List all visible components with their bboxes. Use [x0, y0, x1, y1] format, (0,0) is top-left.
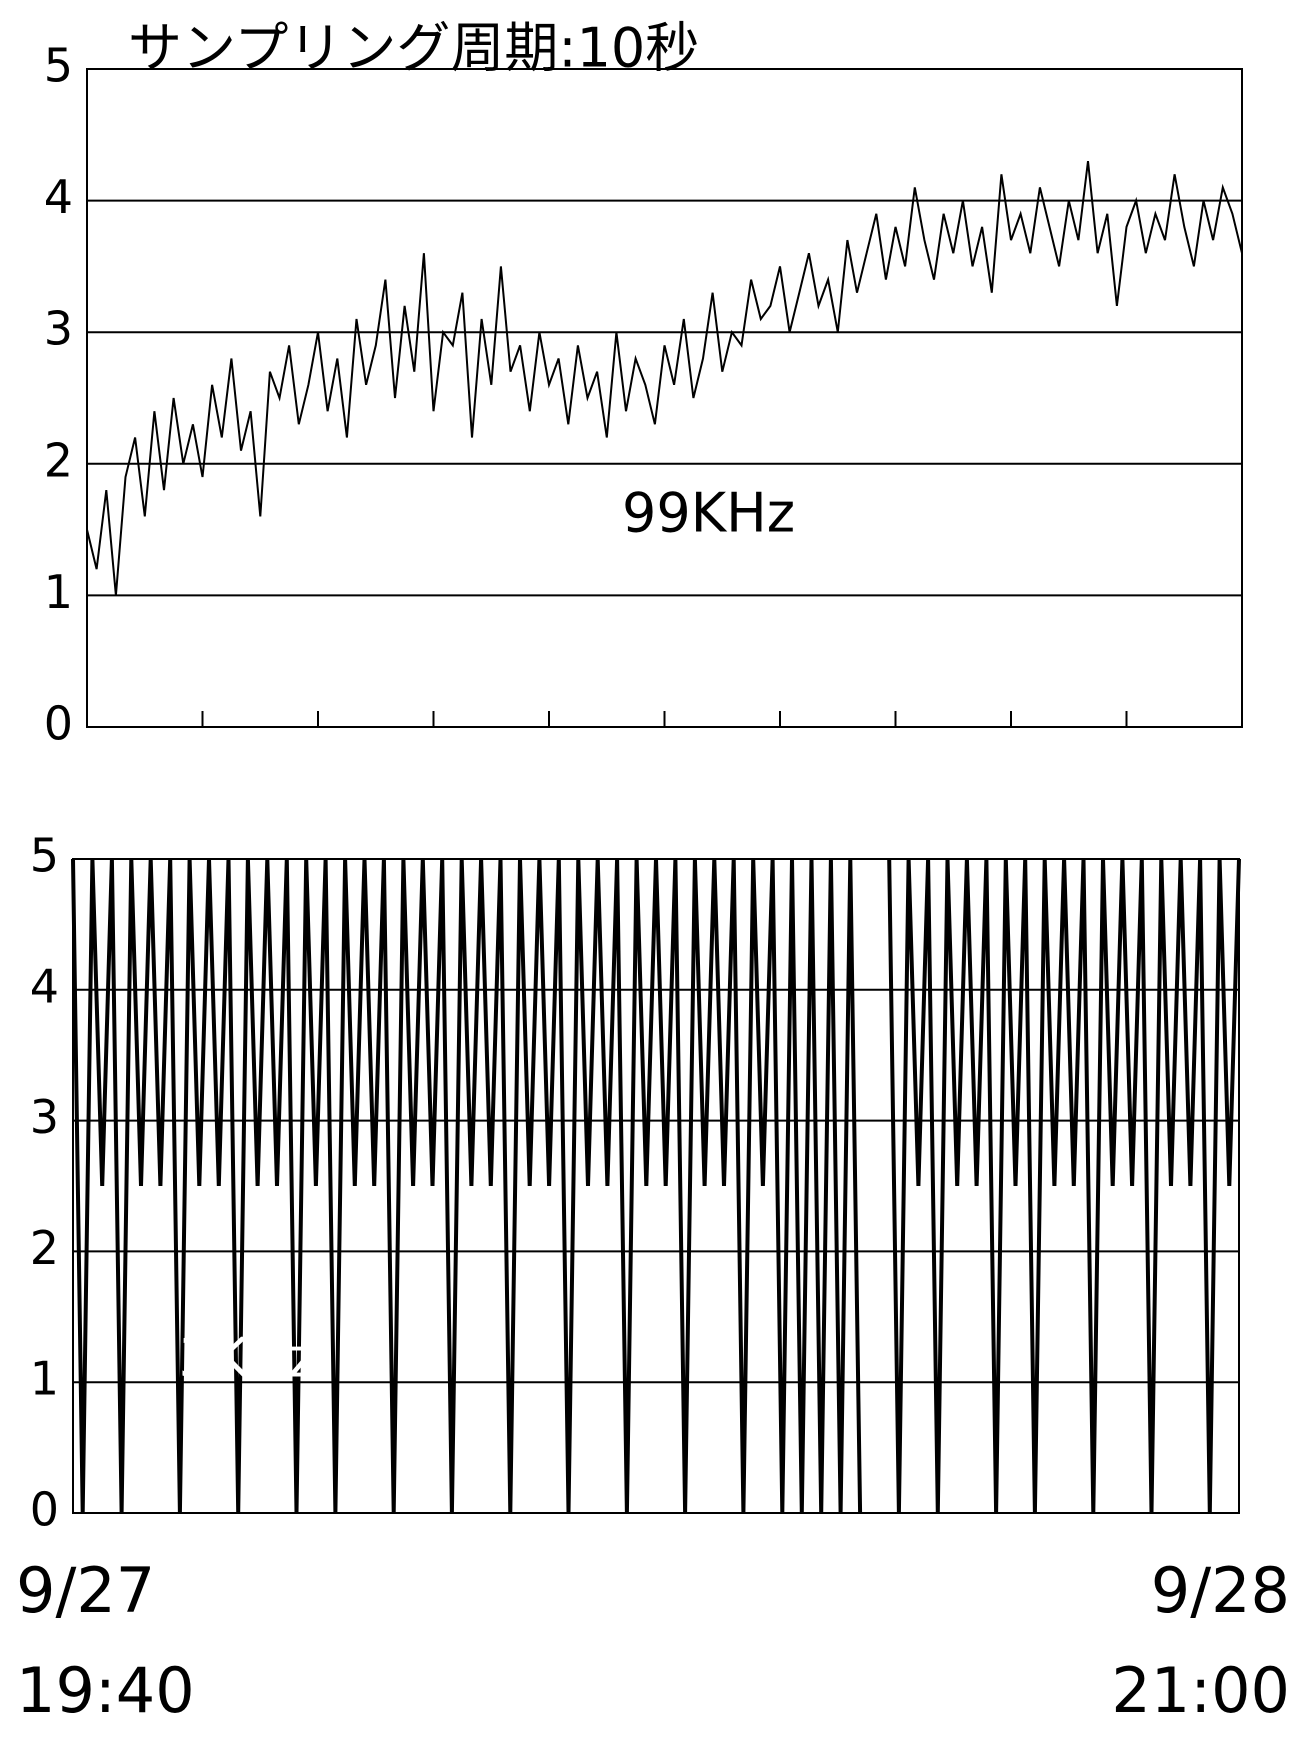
y-tick-label: 3	[30, 1090, 59, 1144]
data-line	[71, 858, 1241, 1514]
y-tick-label: 2	[44, 433, 73, 487]
y-tick-label: 4	[30, 959, 59, 1013]
plot-frame	[72, 858, 1240, 1514]
data-line	[86, 160, 1243, 596]
plot-frame	[86, 68, 1243, 728]
x-tick-label: 9/28 21:00	[1111, 1554, 1290, 1727]
y-tick-label: 4	[44, 170, 73, 224]
y-tick-label: 0	[44, 697, 73, 751]
y-tick-label: 5	[30, 829, 59, 883]
y-tick-label: 2	[30, 1221, 59, 1275]
annotation: 13KHz	[144, 1327, 317, 1390]
y-tick-label: 5	[44, 39, 73, 93]
x-tick-label-line: 9/28	[1151, 1554, 1290, 1627]
x-tick-label: 9/27 19:40	[16, 1554, 195, 1727]
y-tick-label: 1	[30, 1352, 59, 1406]
annotation: 99KHz	[622, 482, 795, 545]
x-tick-label-line: 21:00	[1111, 1654, 1290, 1727]
y-tick-label: 0	[30, 1483, 59, 1537]
x-tick-label-line: 9/27	[16, 1554, 155, 1627]
y-tick-label: 3	[44, 302, 73, 356]
y-tick-label: 1	[44, 565, 73, 619]
x-tick-label-line: 19:40	[16, 1654, 195, 1727]
chart-title: サンプリング周期:10秒	[128, 17, 699, 80]
